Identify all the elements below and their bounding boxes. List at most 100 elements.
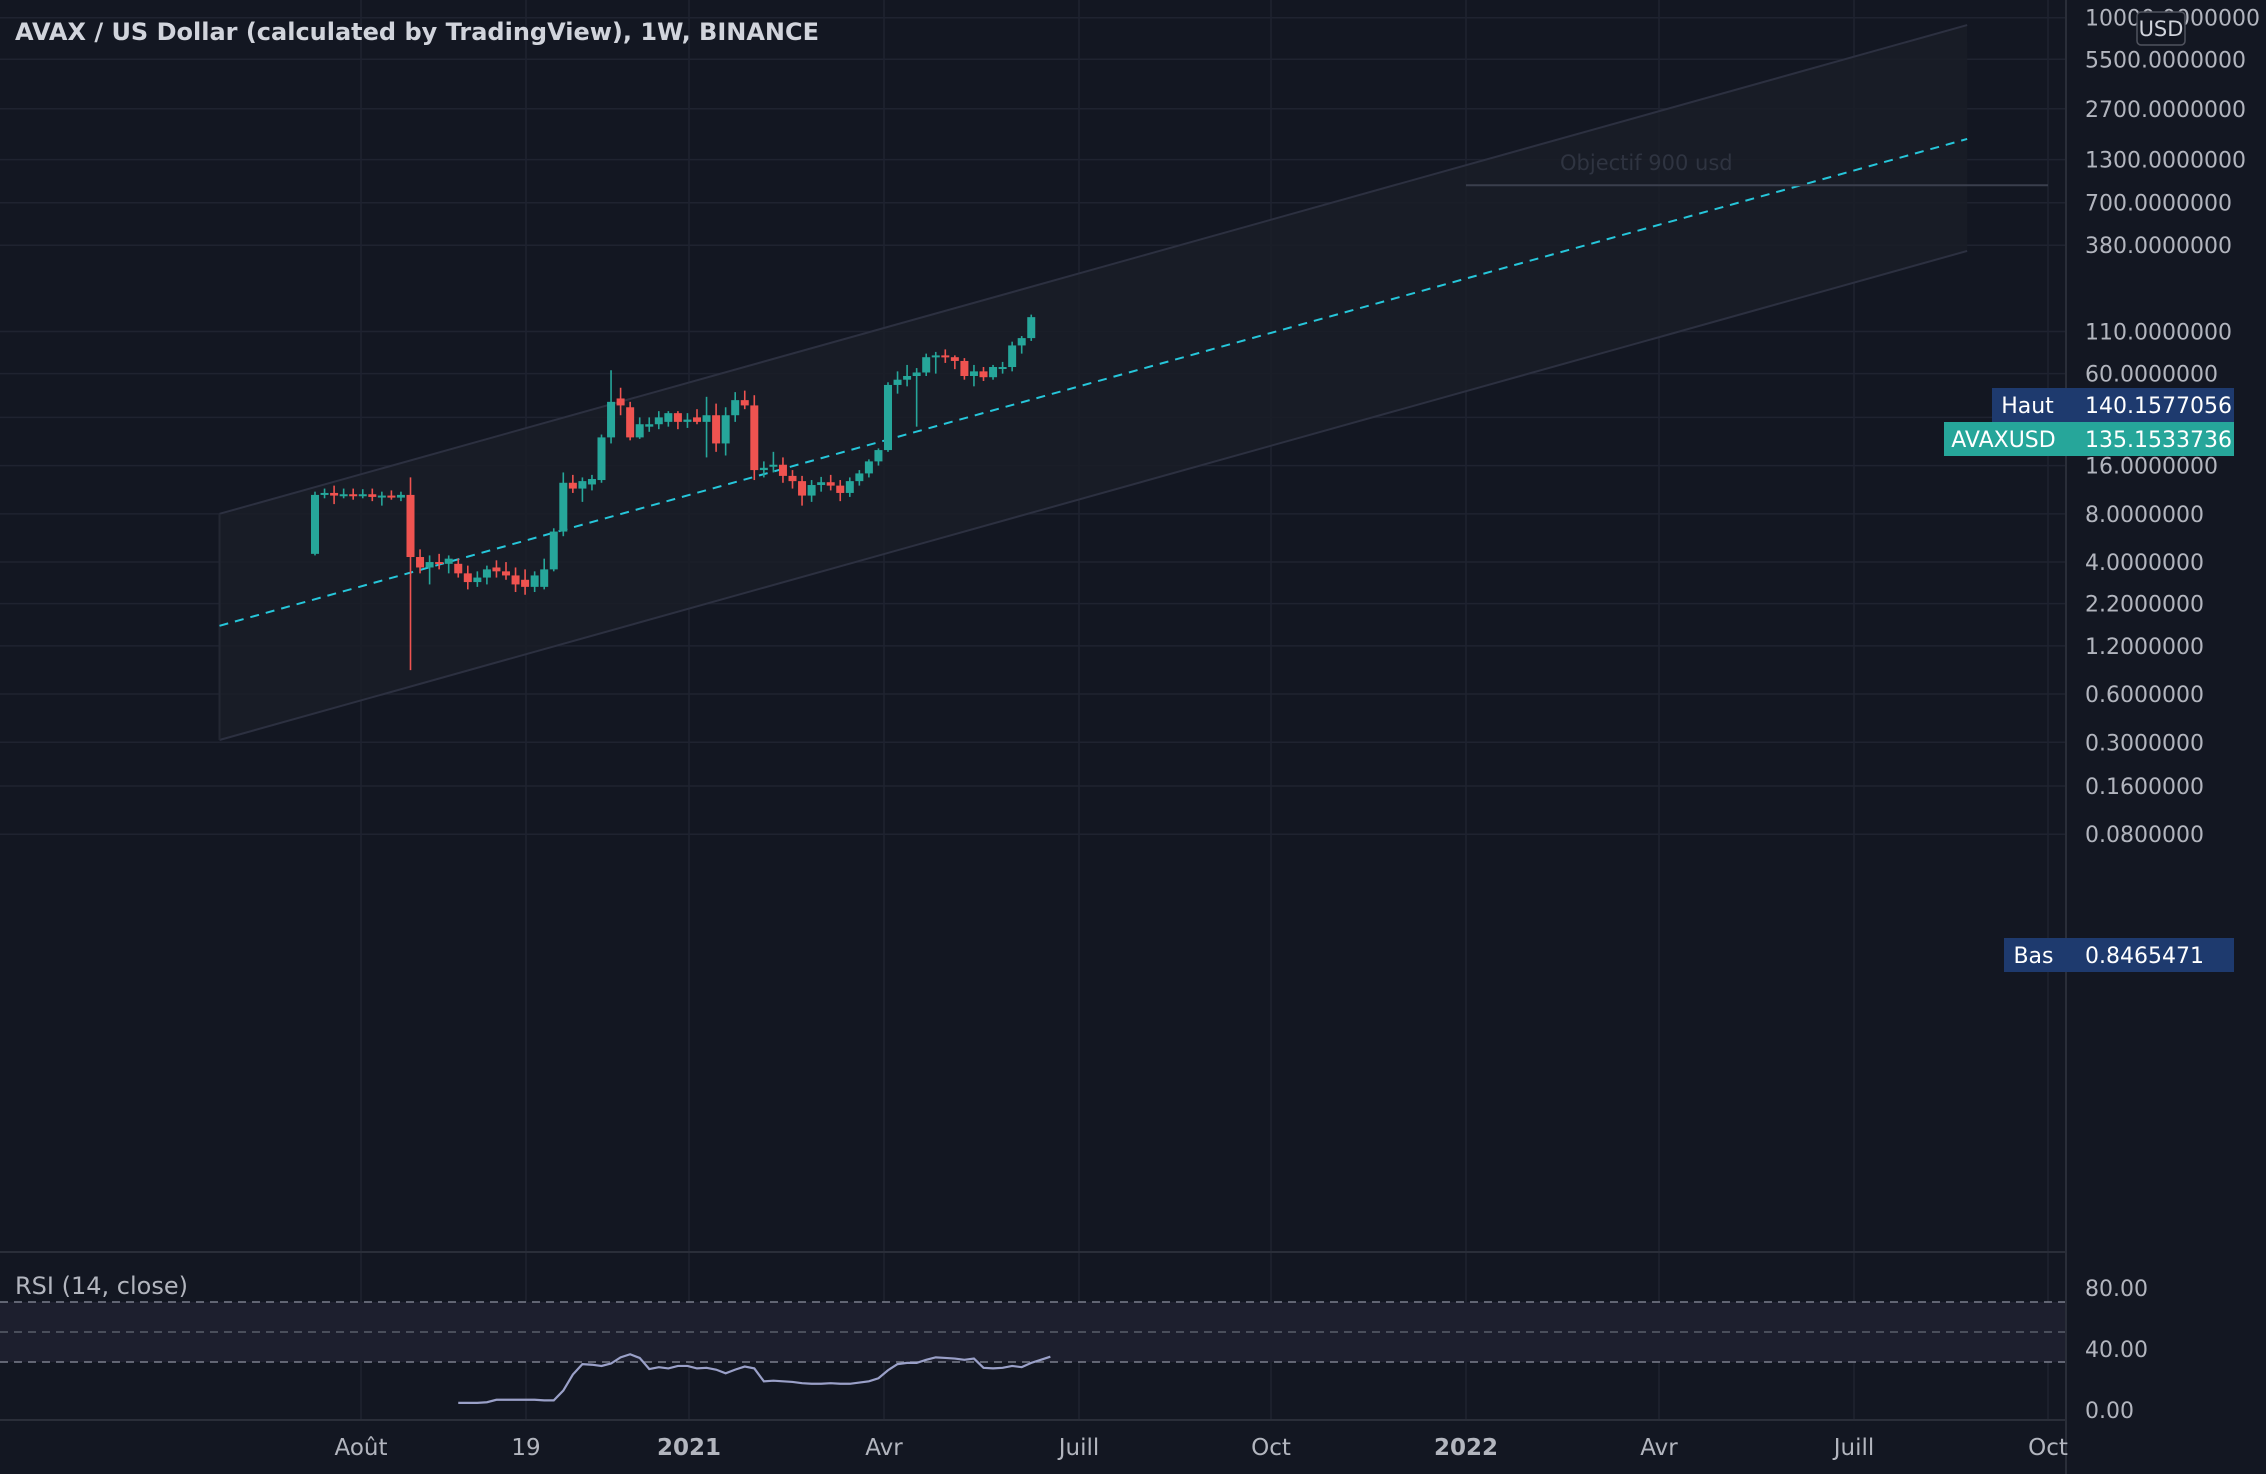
candle[interactable] [998, 361, 1007, 374]
candle[interactable] [864, 459, 873, 478]
candle[interactable] [358, 489, 367, 499]
candle[interactable] [559, 472, 568, 537]
candle[interactable] [778, 457, 787, 483]
candle[interactable] [578, 477, 587, 502]
candle-body [540, 569, 549, 587]
candle[interactable] [989, 364, 998, 380]
candle[interactable] [673, 411, 682, 430]
candle[interactable] [454, 558, 463, 578]
candle[interactable] [788, 470, 797, 489]
candle[interactable] [635, 417, 644, 439]
candle[interactable] [616, 387, 625, 416]
candle[interactable] [377, 491, 386, 506]
candle[interactable] [511, 567, 520, 593]
candle[interactable] [664, 411, 673, 427]
candle[interactable] [521, 569, 530, 595]
candle[interactable] [654, 411, 663, 430]
candle[interactable] [912, 368, 921, 427]
candle[interactable] [826, 474, 835, 491]
candle[interactable] [1008, 341, 1017, 372]
candle[interactable] [607, 370, 616, 444]
candle[interactable] [969, 364, 978, 387]
target-annotation[interactable]: Objectif 900 usd [1560, 151, 1733, 175]
candle[interactable] [416, 549, 425, 574]
candle[interactable] [435, 553, 444, 570]
candle[interactable] [425, 555, 434, 585]
price-tick-label: 700.0000000 [2085, 192, 2232, 217]
candle[interactable] [922, 353, 931, 376]
candle[interactable] [311, 491, 319, 556]
rsi-pane: RSI (14, close) [0, 1272, 2066, 1404]
channel-lower-line[interactable] [219, 249, 1968, 741]
candle[interactable] [817, 476, 826, 492]
candle[interactable] [330, 485, 339, 505]
candle[interactable] [845, 477, 854, 497]
candle[interactable] [721, 407, 730, 456]
candle[interactable] [731, 392, 740, 422]
candle[interactable] [568, 474, 577, 493]
candle[interactable] [387, 490, 396, 500]
candle[interactable] [349, 488, 358, 500]
rsi-title[interactable]: RSI (14, close) [15, 1272, 188, 1300]
candle[interactable] [759, 461, 768, 478]
candle[interactable] [406, 477, 415, 671]
price-label-haut[interactable]: Haut 140.1577056 [1992, 388, 2234, 422]
candle[interactable] [502, 562, 510, 580]
candle[interactable] [492, 560, 501, 578]
channel-upper-line[interactable] [219, 24, 1968, 515]
candle[interactable] [941, 349, 950, 363]
rsi-line[interactable] [458, 1353, 1051, 1404]
candle[interactable] [807, 480, 816, 502]
candle[interactable] [798, 475, 807, 506]
candle[interactable] [836, 480, 845, 502]
candle-body [712, 415, 721, 444]
candle[interactable] [960, 358, 969, 380]
candle[interactable] [702, 396, 711, 458]
price-label-bas[interactable]: Bas 0.8465471 [2004, 938, 2234, 972]
channel-median-line[interactable] [219, 138, 1968, 627]
candle[interactable] [540, 558, 549, 590]
candle[interactable] [368, 488, 377, 502]
candle[interactable] [769, 451, 778, 473]
candle[interactable] [473, 571, 482, 587]
candle[interactable] [587, 474, 596, 491]
candle[interactable] [597, 434, 606, 483]
candle[interactable] [855, 470, 864, 486]
candle[interactable] [320, 488, 329, 499]
candle[interactable] [530, 571, 539, 593]
candle[interactable] [1027, 314, 1036, 341]
time-tick-label: Juill [1832, 1435, 1875, 1461]
candle[interactable] [931, 351, 940, 374]
candle[interactable] [549, 528, 558, 572]
candle[interactable] [693, 409, 701, 425]
candle[interactable] [884, 382, 892, 452]
candle[interactable] [645, 417, 654, 432]
candle[interactable] [396, 491, 405, 502]
currency-badge[interactable] [2136, 11, 2186, 46]
candle[interactable] [444, 555, 453, 574]
price-label-avaxusd[interactable]: AVAXUSD 135.1533736 [1944, 422, 2234, 456]
candle-body [607, 401, 616, 438]
candle[interactable] [903, 364, 912, 387]
candle[interactable] [893, 371, 902, 394]
chart-title[interactable]: AVAX / US Dollar (calculated by TradingV… [15, 18, 819, 46]
price-axis[interactable]: 10000.00000005500.00000002700.0000000130… [2085, 7, 2260, 849]
candle[interactable] [339, 488, 348, 499]
candle[interactable] [1017, 336, 1026, 354]
candle[interactable] [874, 448, 883, 466]
candle[interactable] [683, 413, 692, 428]
time-axis[interactable]: Août 19 2021 Avr Juill Oct 2022 Avr Juill Oct [335, 1435, 2068, 1461]
candle[interactable] [482, 565, 491, 585]
candle[interactable] [950, 355, 959, 370]
candle[interactable] [712, 403, 721, 452]
rsi-axis[interactable]: 80.00 40.00 0.00 [2085, 1277, 2148, 1424]
candle[interactable] [626, 401, 635, 441]
price-label-value: 140.1577056 [2085, 394, 2232, 419]
candle[interactable] [979, 367, 988, 381]
candle-body [616, 398, 625, 406]
candle[interactable] [463, 565, 472, 590]
candle[interactable] [740, 390, 749, 410]
candles[interactable] [311, 314, 1036, 671]
candle[interactable] [750, 395, 759, 481]
